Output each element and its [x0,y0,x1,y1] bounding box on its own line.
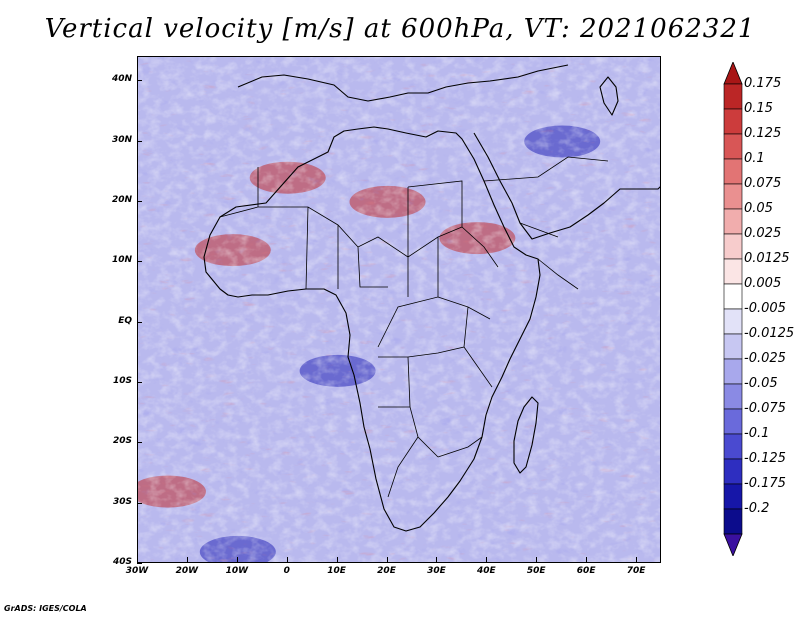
colorbar-label: -0.1 [744,426,770,441]
lon-label-0: 0 [283,566,290,576]
colorbar-box [723,483,743,510]
lon-label-20w: 20W [175,566,199,576]
lat-tick [137,381,142,383]
lat-label-30n: 30N [111,134,132,145]
plot-title: Vertical velocity [m/s] at 600hPa, VT: 2… [44,14,756,44]
colorbar-label: 0.005 [744,276,782,291]
lon-label-20e: 20E [377,566,396,576]
colorbar-box [723,383,743,410]
lat-tick [137,200,142,202]
lat-label-40s: 40S [112,557,132,567]
caspian-coastline [599,76,619,116]
lon-tick [336,557,338,562]
colorbar-box [723,133,743,160]
lat-label-10n: 10N [111,255,132,266]
coastlines [203,64,660,532]
colorbar-box [723,208,743,235]
lon-tick [386,557,388,562]
colorbar-boxes [723,62,743,556]
colorbar-label: 0.125 [744,126,782,141]
lon-tick [586,557,588,562]
lon-tick [286,557,288,562]
lat-label-40n: 40N [111,74,132,85]
map-panel [137,56,661,563]
colorbar-box [723,158,743,185]
lat-tick [137,321,142,323]
colorbar-top-arrow [723,62,743,85]
colorbar-label: 0.05 [744,201,773,216]
lon-tick [236,557,238,562]
grads-credit: GrADS: IGES/COLA [4,604,87,613]
velocity-field-map [138,57,660,562]
africa-coastline [203,126,541,532]
lon-label-10w: 10W [225,566,249,576]
colorbar [723,62,743,556]
colorbar-label: -0.025 [744,351,786,366]
colorbar-box [723,508,743,535]
colorbar-box [723,433,743,460]
colorbar-box [723,333,743,360]
madagascar-coastline [513,396,539,474]
colorbar-box [723,258,743,285]
colorbar-label: 0.1 [744,151,765,166]
colorbar-box [723,183,743,210]
lat-label-20s: 20S [112,436,132,447]
colorbar-box [723,233,743,260]
lat-label-10s: 10S [112,375,132,386]
lon-label-10e: 10E [327,566,346,576]
colorbar-label: 0.0125 [744,251,790,266]
lon-label-30e: 30E [427,566,446,576]
lon-label-70e: 70E [626,566,646,576]
colorbar-box [723,308,743,335]
colorbar-label: 0.175 [744,76,782,91]
lat-tick [137,80,142,82]
colorbar-label: -0.125 [744,451,786,466]
lon-label-50e: 50E [526,566,546,576]
lat-tick [137,502,142,504]
lon-tick [486,557,488,562]
lat-tick [137,261,142,263]
colorbar-label: -0.175 [744,476,786,491]
lon-label-30w: 30W [125,566,149,576]
colorbar-label: -0.0125 [744,326,795,341]
field-texture-white [138,57,660,562]
colorbar-label: -0.2 [744,501,770,516]
colorbar-box [723,83,743,110]
lat-tick [137,563,142,564]
lon-label-40e: 40E [476,566,496,576]
colorbar-box [723,358,743,385]
lon-tick [636,557,638,562]
colorbar-box [723,108,743,135]
colorbar-label: 0.075 [744,176,782,191]
colorbar-label: 0.025 [744,226,782,241]
lon-tick [536,557,538,562]
colorbar-box [723,458,743,485]
lon-tick [436,557,438,562]
lon-tick [186,557,188,562]
europe-coastline [237,64,569,102]
colorbar-label: -0.05 [744,376,778,391]
borders [219,156,609,498]
lat-tick [137,140,142,142]
lon-label-60e: 60E [576,566,596,576]
border-lines [219,156,609,498]
colorbar-bottom-arrow [723,533,743,556]
lat-tick [137,442,142,444]
colorbar-box [723,408,743,435]
colorbar-label: 0.15 [744,101,773,116]
arabia-coastline [473,132,660,240]
lon-tick [137,557,138,562]
colorbar-label: -0.005 [744,301,786,316]
lat-label-30s: 30S [112,496,132,507]
lat-label-20n: 20N [111,194,132,205]
lat-label-eq: EQ [118,315,132,326]
colorbar-label: -0.075 [744,401,786,416]
colorbar-box [723,283,743,310]
